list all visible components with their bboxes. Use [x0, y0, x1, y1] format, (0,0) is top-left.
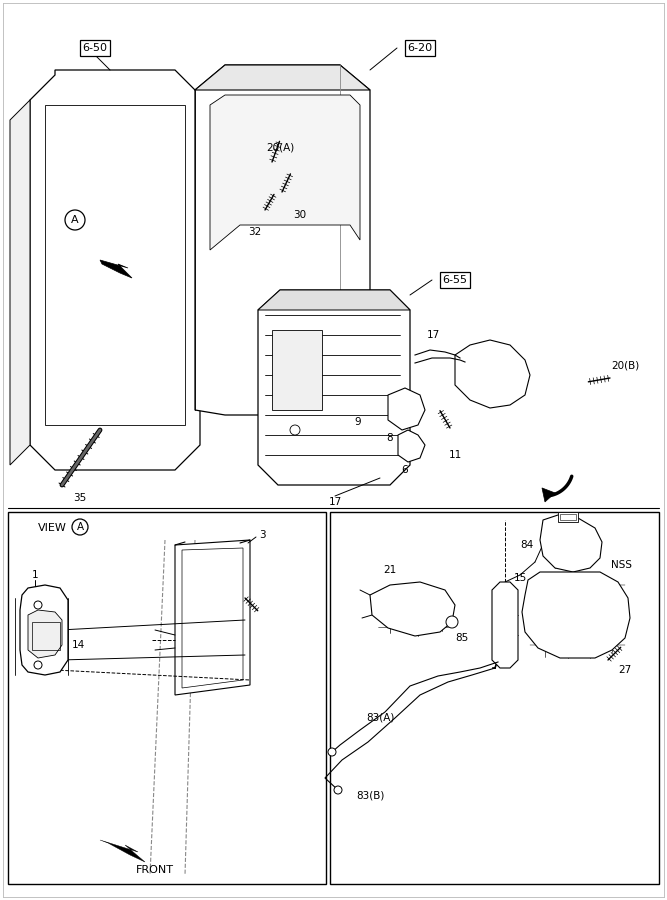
Bar	[272, 330, 322, 410]
Text: 6-50: 6-50	[83, 43, 107, 53]
Text: 17: 17	[328, 497, 342, 507]
Text: 27: 27	[618, 665, 632, 675]
Text: 83(A): 83(A)	[366, 713, 394, 723]
Text: 83(B): 83(B)	[356, 790, 384, 800]
Polygon shape	[258, 290, 410, 310]
Text: 85: 85	[456, 633, 469, 643]
Text: 6-55: 6-55	[442, 275, 468, 285]
Circle shape	[65, 210, 85, 230]
Circle shape	[446, 616, 458, 628]
Text: 1: 1	[32, 570, 38, 580]
Text: A: A	[77, 522, 83, 532]
Polygon shape	[492, 582, 518, 668]
Polygon shape	[542, 488, 555, 502]
Text: 35: 35	[73, 493, 87, 503]
Bar	[32, 622, 60, 650]
Circle shape	[334, 786, 342, 794]
Polygon shape	[195, 65, 370, 415]
Text: 30: 30	[293, 210, 307, 220]
Text: 3: 3	[259, 530, 265, 540]
Polygon shape	[455, 340, 530, 408]
Polygon shape	[175, 540, 250, 695]
Text: 6: 6	[402, 465, 408, 475]
Text: 84: 84	[520, 540, 534, 550]
Polygon shape	[540, 515, 602, 572]
Circle shape	[290, 425, 300, 435]
Text: A: A	[71, 215, 79, 225]
Text: 6-20: 6-20	[408, 43, 433, 53]
Polygon shape	[398, 430, 425, 462]
Circle shape	[34, 601, 42, 609]
Bar	[558, 512, 578, 522]
Bar	[45, 105, 185, 425]
Text: FRONT: FRONT	[136, 865, 174, 875]
Text: 21: 21	[384, 565, 397, 575]
Polygon shape	[258, 290, 410, 485]
Text: NSS: NSS	[612, 560, 632, 570]
Polygon shape	[210, 95, 360, 250]
Text: 20(A): 20(A)	[266, 143, 294, 153]
Circle shape	[34, 661, 42, 669]
Polygon shape	[370, 582, 455, 636]
Text: 11: 11	[448, 450, 462, 460]
Polygon shape	[388, 388, 425, 430]
Polygon shape	[522, 572, 630, 658]
Text: 8: 8	[387, 433, 394, 443]
Polygon shape	[10, 100, 30, 465]
Text: 20(B): 20(B)	[611, 361, 639, 371]
Text: 14: 14	[71, 640, 85, 650]
Polygon shape	[100, 260, 132, 278]
Polygon shape	[28, 610, 62, 658]
Polygon shape	[195, 65, 370, 90]
Circle shape	[328, 748, 336, 756]
Polygon shape	[20, 585, 68, 675]
Text: 15: 15	[514, 573, 527, 583]
Bar	[330, 512, 659, 884]
Text: 32: 32	[248, 227, 261, 237]
Bar	[8, 512, 326, 884]
Text: VIEW: VIEW	[38, 523, 67, 533]
Polygon shape	[100, 840, 145, 862]
Bar	[560, 514, 576, 520]
Text: 17: 17	[426, 330, 440, 340]
Text: 9: 9	[355, 417, 362, 427]
Polygon shape	[30, 70, 200, 470]
Circle shape	[72, 519, 88, 535]
